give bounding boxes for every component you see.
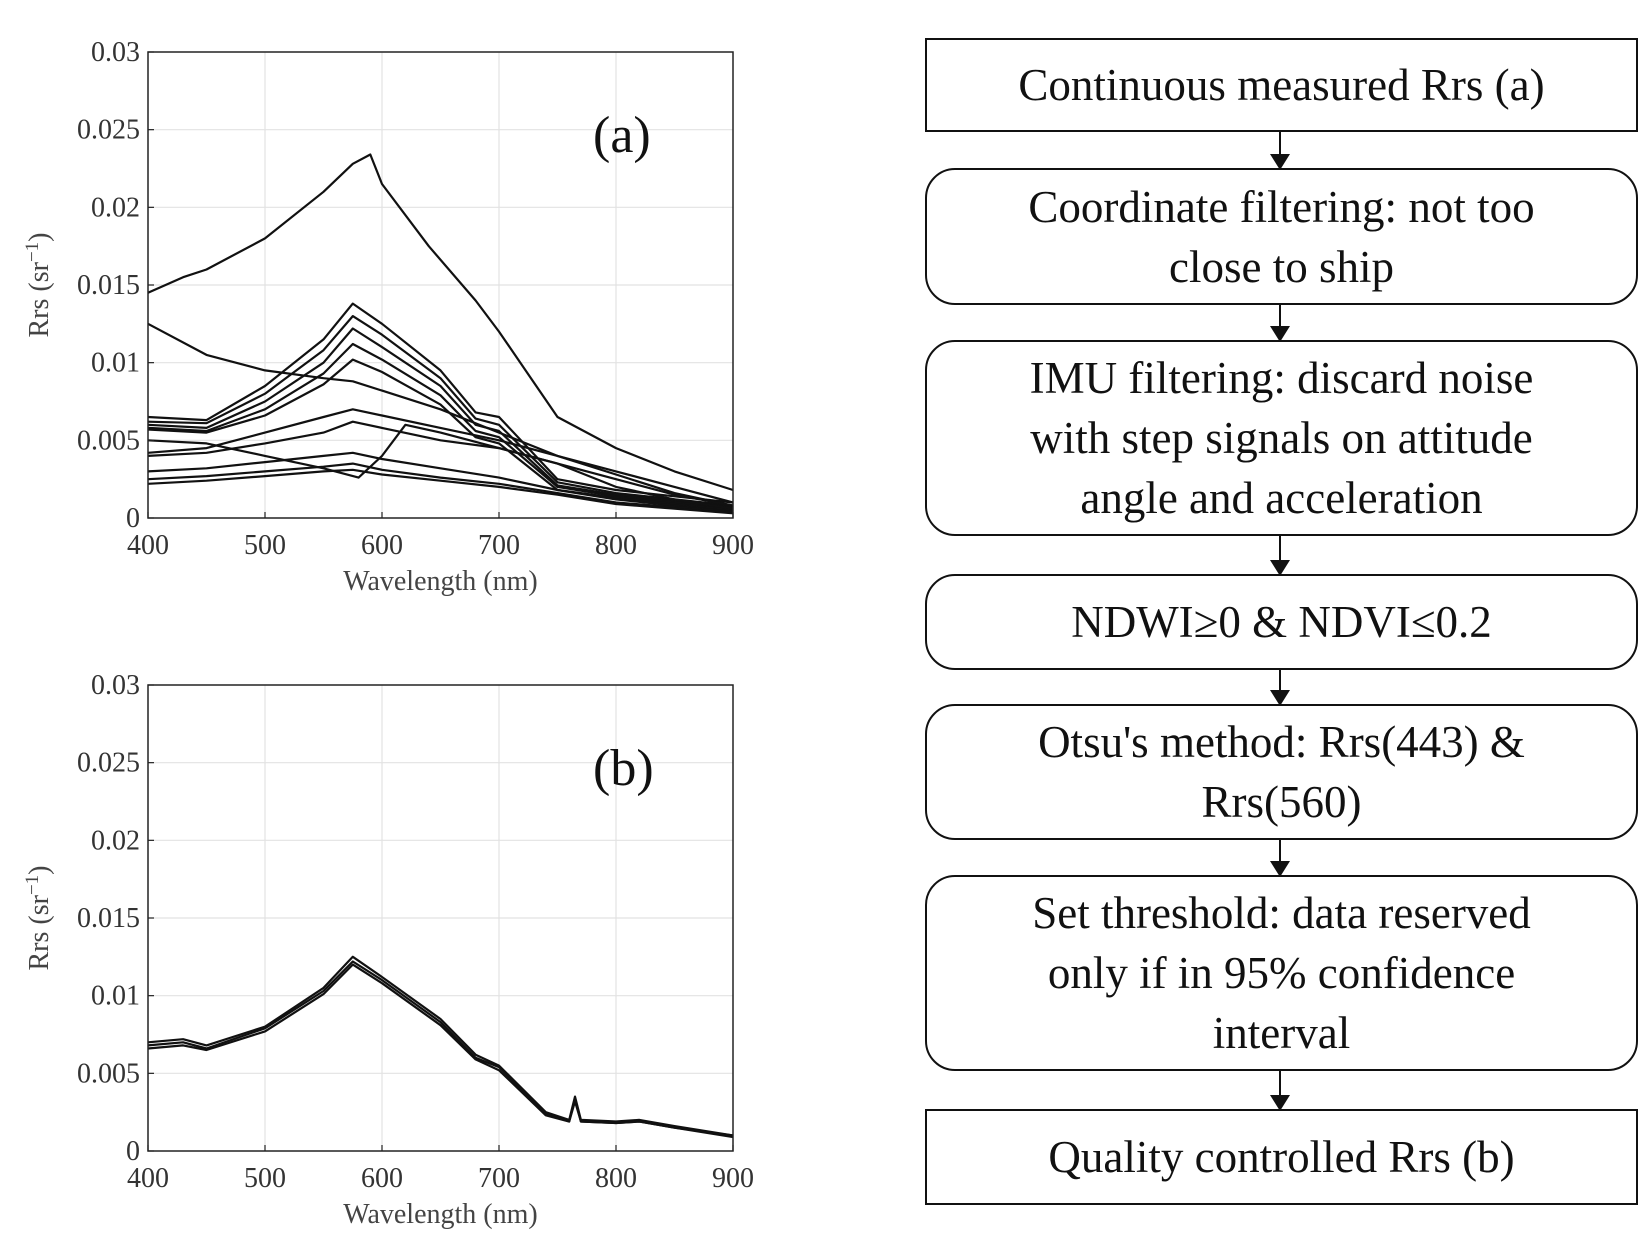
x-axis-label: Wavelength (nm): [343, 1199, 537, 1230]
flow-step-line: Rrs(560): [1201, 777, 1362, 827]
y-tick-label: 0.02: [91, 825, 140, 856]
x-tick-label: 400: [127, 530, 169, 561]
flow-step-otsu-method: Otsu's method: Rrs(443) & Rrs(560): [925, 704, 1638, 840]
flow-step-coordinate-filtering: Coordinate filtering: not too close to s…: [925, 168, 1638, 305]
x-tick-label: 400: [127, 1163, 169, 1194]
flow-step-ndwi-ndvi: NDWI≥0 & NDVI≤0.2: [925, 574, 1638, 670]
flow-step-line: Coordinate filtering: not too: [1028, 181, 1535, 232]
spectrum-line: [147, 358, 734, 512]
x-axis-label: Wavelength (nm): [343, 566, 537, 597]
y-tick-label: 0.005: [77, 1058, 140, 1089]
spectrum-line: [147, 322, 734, 504]
x-tick-label: 900: [712, 1163, 754, 1194]
y-axis-label: Rrs (sr−1): [22, 233, 56, 338]
tick-labels: 400 500 600 700 800 900 0 0.005 0.01 0.015 0.02 0.0…: [77, 37, 754, 561]
x-tick-label: 500: [244, 530, 286, 561]
flow-step-imu-filtering: IMU filtering: discard noise with step s…: [925, 340, 1638, 536]
tick-labels: 400 500 600 700 800 900 0 0.005 0.01 0.015 0.02 0.0…: [77, 670, 754, 1194]
flow-step-line: Continuous measured Rrs (a): [1018, 60, 1545, 110]
spectrum-line: [147, 462, 734, 513]
flow-arrow: [1270, 132, 1290, 170]
flow-arrow: [1270, 670, 1290, 706]
flow-step-line: only if in 95% confidence: [1047, 948, 1516, 998]
y-tick-label: 0.025: [77, 115, 140, 146]
y-tick-label: 0.025: [77, 748, 140, 779]
x-tick-label: 800: [595, 530, 637, 561]
spectrum-line: [147, 342, 734, 510]
y-tick-label: 0.02: [91, 192, 140, 223]
x-tick-label: 900: [712, 530, 754, 561]
x-tick-label: 800: [595, 1163, 637, 1194]
x-tick-label: 600: [361, 530, 403, 561]
flow-arrow: [1270, 305, 1290, 342]
spectrum-line: [147, 408, 734, 507]
spectrum-line: [147, 153, 734, 492]
flow-arrow: [1270, 536, 1290, 576]
y-tick-label: 0.005: [77, 425, 140, 456]
y-axis-label: Rrs (sr−1): [22, 866, 56, 971]
spectrum-line: [147, 955, 734, 1137]
flow-step-line: interval: [1212, 1008, 1351, 1058]
spectrum-line: [147, 315, 734, 507]
spectrum-line: [147, 451, 734, 513]
x-tick-label: 700: [478, 530, 520, 561]
grid-lines: [148, 685, 733, 1151]
flow-step-line: IMU filtering: discard noise: [1029, 353, 1534, 403]
y-tick-label: 0.01: [91, 981, 140, 1012]
flow-step-line: angle and acceleration: [1080, 473, 1483, 523]
flow-step-line: Otsu's method: Rrs(443) &: [1038, 717, 1525, 767]
y-tick-label: 0.03: [91, 670, 140, 701]
series-group: [147, 153, 734, 515]
series-group: [147, 955, 734, 1139]
flow-step-line: NDWI≥0 & NDVI≤0.2: [1071, 597, 1492, 647]
y-tick-label: 0.03: [91, 37, 140, 68]
flow-arrow: [1270, 1071, 1290, 1111]
flow-step-line: Quality controlled Rrs (b): [1048, 1132, 1515, 1182]
flow-step-line: Set threshold: data reserved: [1032, 888, 1531, 938]
flow-step-quality-controlled: Quality controlled Rrs (b): [925, 1109, 1638, 1205]
panel-label: (b): [593, 740, 654, 797]
spectrum-line: [147, 423, 734, 507]
x-tick-label: 700: [478, 1163, 520, 1194]
panel-label: (a): [593, 107, 651, 164]
chart-panel-b: 400 500 600 700 800 900 0 0.005 0.01 0.015 0.02 0.0…: [22, 670, 755, 1230]
flow-step-continuous-measured: Continuous measured Rrs (a): [925, 38, 1638, 132]
y-tick-label: 0: [126, 503, 140, 534]
x-tick-label: 500: [244, 1163, 286, 1194]
plots-canvas: 400 500 600 700 800 900 0 0.005 0.01 0.015 0.02 0.0…: [22, 37, 755, 1230]
spectrum-line: [147, 963, 734, 1139]
y-tick-label: 0.015: [77, 903, 140, 934]
y-tick-label: 0: [126, 1136, 140, 1167]
spectrum-line: [147, 960, 734, 1137]
spectrum-line: [147, 420, 734, 510]
chart-panel-a: 400 500 600 700 800 900 0 0.005 0.01 0.015 0.02 0.0…: [22, 37, 755, 597]
x-tick-label: 600: [361, 1163, 403, 1194]
spectrum-line: [147, 302, 734, 504]
flow-step-line: close to ship: [1169, 241, 1394, 292]
flow-step-line: with step signals on attitude: [1030, 413, 1533, 463]
flow-step-set-threshold: Set threshold: data reserved only if in …: [925, 875, 1638, 1071]
spectrum-line: [147, 327, 734, 509]
spectrum-line: [147, 468, 734, 515]
y-tick-label: 0.015: [77, 270, 140, 301]
flow-arrow: [1270, 840, 1290, 877]
y-tick-label: 0.01: [91, 348, 140, 379]
